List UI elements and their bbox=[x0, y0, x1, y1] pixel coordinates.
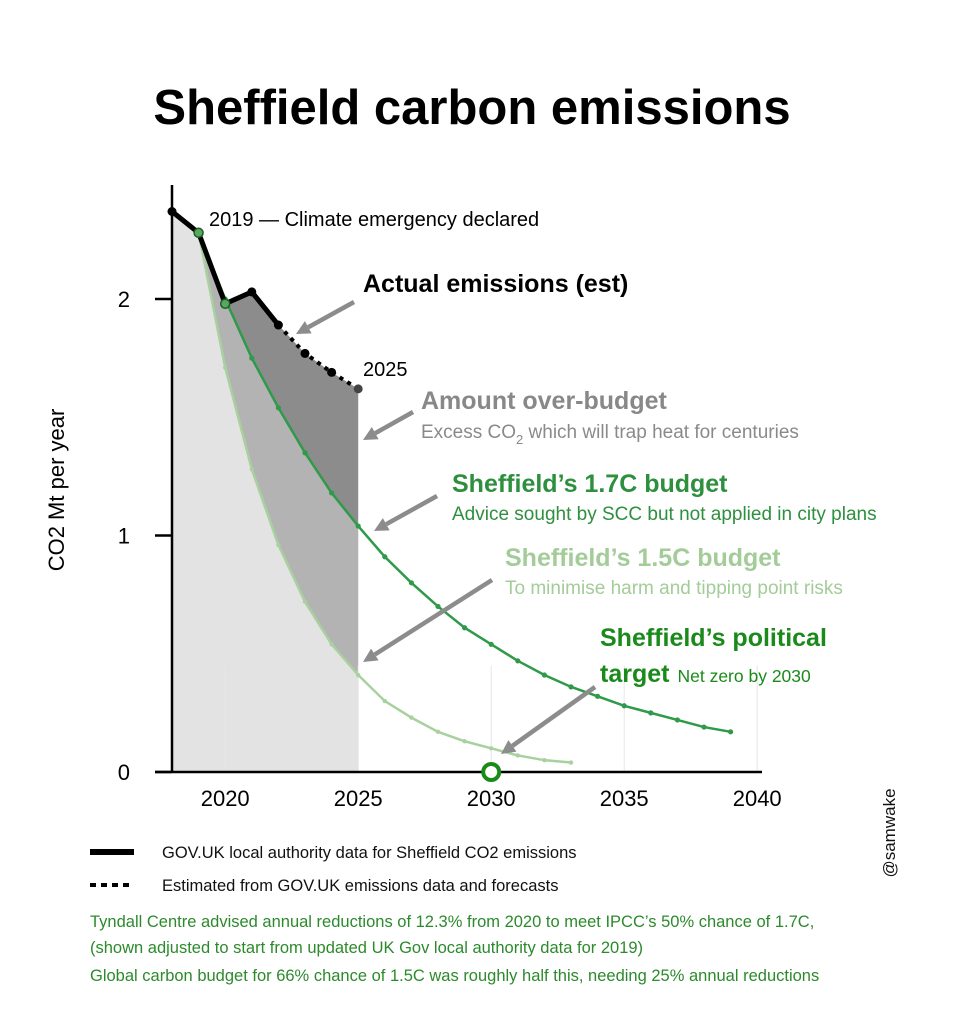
annotation-2025: 2025 bbox=[363, 359, 408, 381]
over-budget-sub-post: which will trap heat for centuries bbox=[523, 422, 799, 443]
actual-emissions-point bbox=[273, 320, 283, 330]
budget-15c-point bbox=[249, 467, 254, 472]
legend: GOV.UK local authority data for Sheffiel… bbox=[90, 844, 577, 895]
annotation-actual: Actual emissions (est) bbox=[363, 270, 628, 298]
arrow-budget15 bbox=[373, 578, 494, 657]
x-tick-label: 2035 bbox=[600, 786, 649, 811]
estimated-emissions-point bbox=[353, 384, 363, 394]
annotation-emergency: 2019 — Climate emergency declared bbox=[209, 209, 539, 231]
budget-15c-point bbox=[223, 365, 228, 370]
budget-15c-point bbox=[515, 753, 520, 758]
actual-emissions-point bbox=[219, 298, 231, 309]
budget-15c-point bbox=[356, 672, 361, 678]
budget-17c-point bbox=[648, 710, 654, 716]
budget-15c-point bbox=[489, 746, 494, 751]
actual-emissions-point bbox=[247, 287, 257, 297]
annotation-budget17-sub: Advice sought by SCC but not applied in … bbox=[452, 504, 877, 525]
legend-label-dotted: Estimated from GOV.UK emissions data and… bbox=[162, 877, 558, 895]
chart-title: Sheffield carbon emissions bbox=[153, 81, 790, 135]
budget-15c-point bbox=[568, 760, 574, 765]
budget-17c-point bbox=[462, 625, 468, 631]
arrow-budget17 bbox=[385, 494, 439, 527]
budget-17c-point bbox=[701, 724, 707, 730]
budget-17c-point bbox=[249, 355, 255, 361]
y-tick-label: 2 bbox=[118, 287, 130, 312]
series-group bbox=[167, 206, 734, 765]
budget-17c-point bbox=[275, 405, 281, 411]
arrow-actual bbox=[307, 300, 356, 330]
budget-17c-point bbox=[728, 729, 734, 735]
budget-15c-point bbox=[382, 698, 387, 704]
x-tick-label: 2020 bbox=[201, 786, 250, 811]
budget-17c-point bbox=[302, 450, 308, 456]
political-sub: Net zero by 2030 bbox=[677, 666, 811, 686]
axes: 0 1 2 2020 2025 2030 2035 2040 bbox=[118, 185, 782, 811]
y-tick-label: 0 bbox=[118, 760, 130, 785]
annotation-budget17-title: Sheffield’s 1.7C budget bbox=[452, 470, 728, 498]
actual-emissions-point bbox=[193, 227, 204, 239]
budget-17c-point bbox=[382, 554, 388, 560]
budget-17c-point bbox=[355, 523, 361, 529]
budget-15c-point bbox=[435, 729, 441, 734]
note-line-2: (shown adjusted to start from updated UK… bbox=[90, 939, 643, 957]
annotation-arrows bbox=[296, 300, 597, 754]
budget-15c-point bbox=[276, 542, 281, 548]
budget-17c-point bbox=[674, 717, 681, 723]
budget-17c-point bbox=[408, 580, 414, 586]
region-between-budgets bbox=[198, 232, 359, 676]
budget-17c-point bbox=[488, 641, 494, 647]
budget-15c-point bbox=[462, 739, 467, 744]
arrow-political bbox=[511, 685, 597, 748]
region-over-budget bbox=[198, 232, 359, 527]
over-budget-sub-subscript: 2 bbox=[516, 432, 523, 447]
political-target-marker bbox=[481, 762, 502, 782]
y-tick-label: 1 bbox=[118, 524, 130, 549]
budget-17c-point bbox=[595, 693, 601, 699]
annotation-budget15-sub: To minimise harm and tipping point risks bbox=[505, 578, 843, 599]
budget-15c-point bbox=[409, 715, 414, 720]
arrow-over-budget bbox=[374, 410, 415, 436]
arrow-actual-head bbox=[296, 321, 312, 334]
political-target-word: target bbox=[600, 660, 670, 688]
gridlines bbox=[224, 665, 758, 772]
budget-15c-point bbox=[329, 642, 334, 647]
arrow-budget17-head bbox=[374, 518, 390, 531]
note-line-1: Tyndall Centre advised annual reductions… bbox=[90, 913, 814, 931]
arrow-political-head bbox=[501, 740, 517, 754]
x-tick-label: 2040 bbox=[733, 786, 782, 811]
budget-15c-point bbox=[542, 757, 547, 763]
credit: @samwake bbox=[880, 788, 899, 877]
legend-label-solid: GOV.UK local authority data for Sheffiel… bbox=[162, 844, 577, 862]
shaded-regions bbox=[172, 211, 359, 772]
estimated-emissions-point bbox=[300, 348, 310, 358]
annotation-budget15-title: Sheffield’s 1.5C budget bbox=[505, 544, 781, 572]
estimated-emissions-point bbox=[327, 367, 337, 377]
annotation-political-title-line2: target Net zero by 2030 bbox=[600, 660, 811, 688]
arrow-over-budget-head bbox=[363, 427, 379, 440]
estimated-emissions-line bbox=[276, 323, 360, 391]
x-tick-label: 2030 bbox=[467, 786, 516, 811]
budget-15c-point bbox=[302, 599, 308, 604]
annotation-over-budget-sub: Excess CO2 which will trap heat for cent… bbox=[421, 422, 799, 447]
budget-17c-point bbox=[329, 490, 335, 496]
annotation-over-budget-title: Amount over-budget bbox=[421, 387, 667, 415]
budget-17c-point bbox=[541, 672, 548, 678]
budget-17c-point bbox=[515, 658, 521, 664]
y-axis-label: CO2 Mt per year bbox=[44, 409, 69, 572]
budget-17c-point bbox=[621, 703, 627, 709]
budget-17c-point bbox=[435, 603, 441, 610]
annotation-political-title-line1: Sheffield’s political bbox=[600, 624, 827, 652]
budget-17c-point bbox=[568, 684, 574, 690]
x-tick-label: 2025 bbox=[334, 786, 383, 811]
over-budget-sub-pre: Excess CO bbox=[421, 422, 516, 443]
arrow-budget15-head bbox=[363, 648, 379, 662]
note-line-3: Global carbon budget for 66% chance of 1… bbox=[90, 967, 819, 985]
